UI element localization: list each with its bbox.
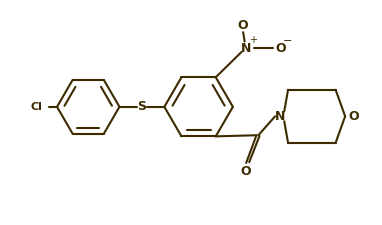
Text: +: + bbox=[249, 36, 257, 45]
Text: −: − bbox=[283, 36, 292, 46]
Text: O: O bbox=[237, 19, 248, 32]
Text: O: O bbox=[240, 165, 251, 178]
Text: N: N bbox=[241, 42, 251, 55]
Text: Cl: Cl bbox=[31, 102, 42, 112]
Text: O: O bbox=[348, 110, 359, 123]
Text: N: N bbox=[275, 110, 286, 123]
Text: O: O bbox=[275, 42, 286, 55]
Text: S: S bbox=[138, 100, 146, 113]
